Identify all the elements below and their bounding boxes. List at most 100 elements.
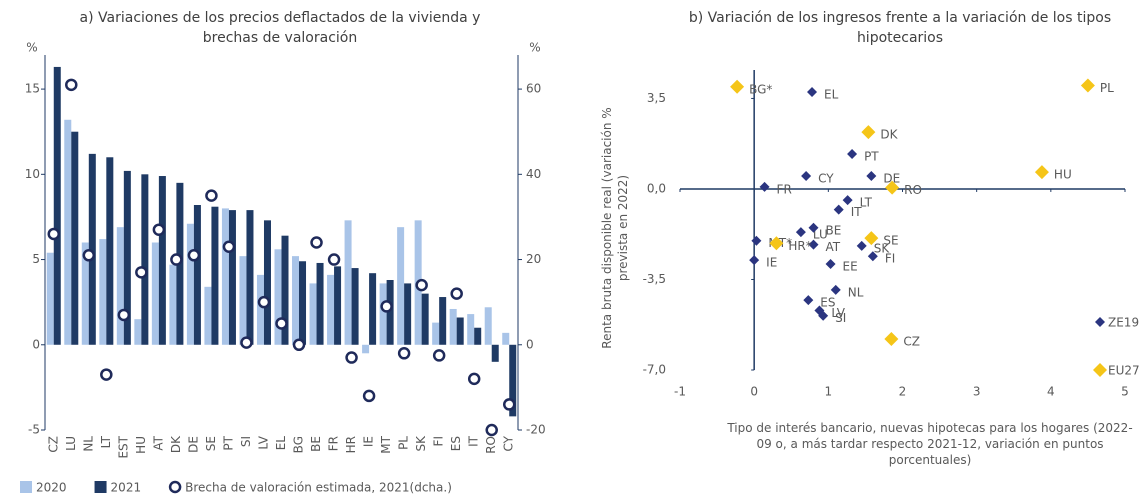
bar (432, 322, 440, 345)
point-label: EL (824, 87, 839, 101)
bar (123, 170, 131, 345)
point (867, 251, 878, 262)
bar (134, 319, 142, 345)
point (847, 149, 858, 160)
bar (151, 242, 159, 345)
bar (274, 249, 282, 345)
x-tick-label: CZ (46, 436, 60, 453)
point (818, 310, 829, 321)
point-label: ES (820, 296, 835, 310)
point (885, 180, 900, 195)
legend-marker (1095, 317, 1105, 327)
bar (404, 283, 412, 345)
bar (169, 264, 177, 345)
x-tick-label: RO (484, 436, 498, 454)
point-label: AT (826, 240, 841, 254)
point (801, 171, 812, 182)
gap-marker (292, 338, 306, 352)
y-tick-label: -7,0 (643, 363, 666, 377)
gap-marker (205, 189, 218, 202)
x-tick-label: FR (327, 436, 341, 451)
point-label: RO (904, 183, 922, 197)
bar (263, 220, 271, 345)
x-tick-label: HU (134, 436, 148, 454)
bar (351, 268, 359, 345)
x-tick-label: ES (449, 436, 463, 451)
bar (71, 131, 79, 345)
point-label: FI (885, 252, 895, 266)
bar (491, 344, 499, 362)
bar (292, 256, 300, 345)
y-tick-label: 0,0 (647, 181, 666, 195)
bar (467, 314, 475, 345)
bar (204, 286, 212, 345)
point (803, 295, 814, 306)
bar (362, 344, 370, 354)
point (825, 258, 836, 269)
x-tick-label: 3 (973, 385, 981, 399)
point (749, 255, 760, 266)
bar (88, 153, 96, 345)
bar (439, 297, 447, 345)
point-label: LU (813, 228, 828, 242)
y-tick-label: 0 (32, 337, 40, 351)
point-label: IE (766, 256, 777, 270)
point-label: HR* (788, 239, 811, 253)
point-label: LT (860, 196, 873, 210)
point (1080, 78, 1095, 93)
bar (193, 205, 201, 345)
legend-label: ZE19 (1108, 316, 1139, 330)
bar (344, 220, 352, 345)
x-tick-label: PL (397, 436, 411, 450)
bar (116, 227, 124, 345)
gap-marker (485, 423, 498, 437)
point-label: BG* (749, 82, 772, 96)
point (1034, 165, 1049, 180)
legend-label: Brecha de valoración estimada, 2021(dcha… (185, 481, 452, 495)
point-label: BE (826, 223, 842, 237)
bar (158, 176, 166, 345)
point (884, 331, 899, 346)
y-tick-label: 10 (25, 167, 40, 181)
x-tick-label: NL (81, 436, 95, 452)
legend-label: 2021 (111, 481, 142, 495)
point-label: PL (1100, 81, 1114, 95)
point (830, 284, 841, 295)
x-tick-label: BE (309, 436, 323, 452)
x-tick-label: LT (99, 435, 113, 448)
legend-marker (1093, 363, 1107, 377)
bar (379, 283, 387, 345)
point-label: PT (864, 150, 879, 164)
x-tick-label: DK (169, 435, 183, 453)
bar (106, 157, 114, 345)
y2-tick-label: 40 (526, 167, 541, 181)
bar (228, 210, 236, 345)
bar (369, 273, 377, 345)
gap-marker (432, 349, 446, 362)
point (866, 171, 877, 182)
bar (386, 280, 394, 345)
bar (81, 242, 89, 345)
point (807, 86, 818, 97)
bar (397, 227, 405, 345)
gap-marker (310, 236, 323, 249)
x-tick-label: 1 (825, 385, 833, 399)
x-tick-label: CY (502, 435, 516, 451)
point (808, 222, 819, 233)
point (759, 181, 770, 192)
point-label: NL (848, 285, 864, 299)
x-tick-label: 4 (1047, 385, 1055, 399)
bar (449, 308, 457, 345)
y2-tick-label: -20 (526, 423, 546, 437)
x-axis-title: Tipo de interés bancario, nuevas hipotec… (727, 421, 1133, 467)
point (795, 227, 806, 238)
bar (281, 235, 289, 345)
bar (316, 262, 324, 345)
bar (211, 206, 219, 345)
y-tick-label: 15 (25, 82, 40, 96)
legend-marker (168, 480, 182, 494)
y-tick-label: -3,5 (643, 272, 666, 286)
bar (246, 210, 254, 345)
gap-marker (100, 368, 113, 381)
gap-marker (415, 278, 428, 292)
